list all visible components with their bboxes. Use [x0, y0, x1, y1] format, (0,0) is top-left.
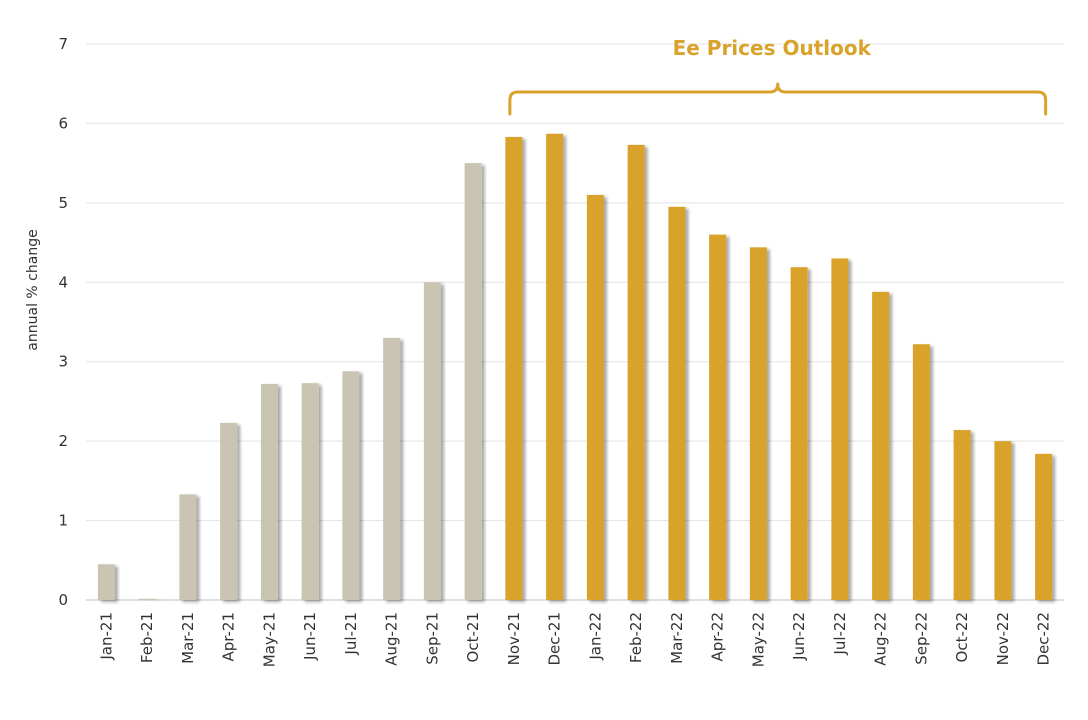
x-tick-label: May-21 [260, 612, 278, 667]
bar-jul-22 [831, 258, 849, 600]
x-tick-label: Nov-22 [994, 612, 1012, 665]
x-tick-label: Mar-22 [668, 612, 686, 664]
bar-jun-21 [301, 383, 319, 600]
x-tick-label: Aug-22 [872, 612, 890, 666]
x-tick-label: Feb-22 [627, 612, 645, 663]
bar-oct-21 [464, 163, 482, 600]
bar-sep-21 [423, 282, 441, 600]
gridlines [86, 43, 1064, 601]
x-tick-label: Oct-22 [953, 612, 971, 662]
bar-sep-22 [912, 344, 930, 600]
annotation-text: Ee Prices Outlook [673, 36, 872, 60]
bar-dec-22 [1035, 453, 1053, 600]
x-tick-label: Jan-21 [97, 612, 115, 661]
bar-nov-21 [505, 136, 523, 600]
y-tick-label: 1 [58, 512, 68, 530]
y-tick-label: 5 [58, 194, 68, 212]
y-tick-label: 2 [58, 432, 68, 450]
x-tick-label: Sep-22 [912, 612, 930, 665]
bar-aug-21 [383, 337, 401, 600]
bar-feb-21 [138, 598, 156, 600]
bar-may-22 [749, 247, 767, 600]
y-tick-label: 4 [58, 273, 68, 291]
bar-oct-22 [953, 430, 971, 600]
x-tick-label: Feb-21 [138, 612, 156, 663]
x-tick-label: Jun-22 [790, 612, 808, 661]
y-tick-label: 0 [58, 591, 68, 609]
bar-apr-22 [709, 234, 727, 600]
bar-nov-22 [994, 441, 1012, 600]
bar-feb-22 [627, 144, 645, 601]
y-tick-label: 6 [58, 114, 68, 132]
x-tick-label: Apr-21 [220, 612, 238, 662]
x-tick-label: Mar-21 [179, 612, 197, 664]
x-tick-label: Oct-21 [464, 612, 482, 662]
x-tick-label: Dec-21 [546, 612, 564, 666]
y-axis-label: annual % change [25, 229, 41, 350]
bar-jan-21 [97, 564, 115, 600]
bar-may-21 [260, 383, 278, 600]
x-tick-label: Apr-22 [709, 612, 727, 662]
x-tick-label: Jan-22 [586, 612, 604, 661]
x-tick-label: May-22 [749, 612, 767, 667]
bar-jan-22 [586, 194, 604, 600]
bar-aug-22 [872, 291, 890, 600]
bar-dec-21 [546, 133, 564, 601]
x-tick-label: Jun-21 [301, 612, 319, 661]
bar-mar-21 [179, 494, 197, 600]
bar-jul-21 [342, 371, 360, 600]
x-tick-label: Jul-22 [831, 612, 849, 656]
x-tick-labels: Jan-21 Feb-21 Mar-21 Apr-21 May-21 Jun-21 Jul-… [97, 612, 1052, 667]
y-tick-label: 3 [58, 353, 68, 371]
x-tick-label: Sep-21 [423, 612, 441, 665]
x-tick-label: Nov-21 [505, 612, 523, 665]
annotation-bracket [508, 82, 1048, 116]
bar-jun-22 [790, 267, 808, 600]
y-tick-labels: 0 1 2 3 4 5 6 7 [58, 35, 68, 609]
x-tick-label: Aug-21 [383, 612, 401, 666]
bars [97, 133, 1053, 601]
x-tick-label: Jul-21 [342, 612, 360, 656]
x-tick-label: Dec-22 [1035, 612, 1053, 666]
y-tick-label: 7 [58, 35, 68, 53]
bar-apr-21 [220, 422, 238, 600]
bar-mar-22 [668, 206, 686, 601]
